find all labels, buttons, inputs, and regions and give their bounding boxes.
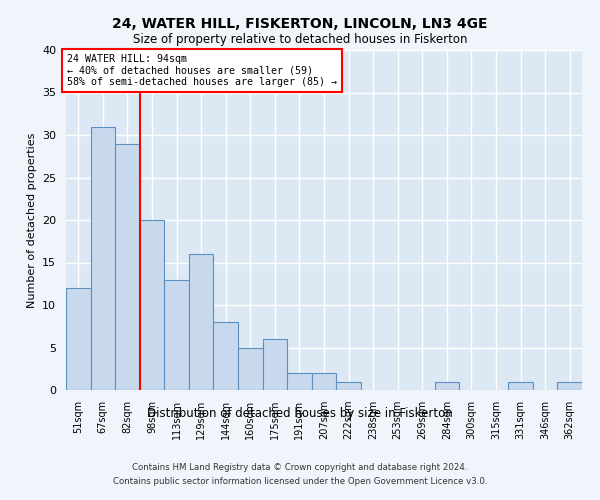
Bar (115, 144, 140, 390)
Bar (434, 382, 459, 390)
Bar (189, 254, 214, 390)
Bar (238, 348, 263, 390)
Bar (287, 373, 312, 390)
Bar (312, 373, 336, 390)
Bar (214, 322, 238, 390)
Bar (508, 382, 533, 390)
Bar (91, 126, 115, 390)
Text: Contains public sector information licensed under the Open Government Licence v3: Contains public sector information licen… (113, 478, 487, 486)
Bar (164, 280, 189, 390)
Bar (336, 382, 361, 390)
Bar (557, 382, 582, 390)
Text: 24, WATER HILL, FISKERTON, LINCOLN, LN3 4GE: 24, WATER HILL, FISKERTON, LINCOLN, LN3 … (112, 18, 488, 32)
Text: Size of property relative to detached houses in Fiskerton: Size of property relative to detached ho… (133, 32, 467, 46)
Text: Contains HM Land Registry data © Crown copyright and database right 2024.: Contains HM Land Registry data © Crown c… (132, 462, 468, 471)
Y-axis label: Number of detached properties: Number of detached properties (26, 132, 37, 308)
Text: 24 WATER HILL: 94sqm
← 40% of detached houses are smaller (59)
58% of semi-detac: 24 WATER HILL: 94sqm ← 40% of detached h… (67, 54, 337, 88)
Bar (263, 339, 287, 390)
Text: Distribution of detached houses by size in Fiskerton: Distribution of detached houses by size … (147, 408, 453, 420)
Bar (66, 288, 91, 390)
Bar (140, 220, 164, 390)
